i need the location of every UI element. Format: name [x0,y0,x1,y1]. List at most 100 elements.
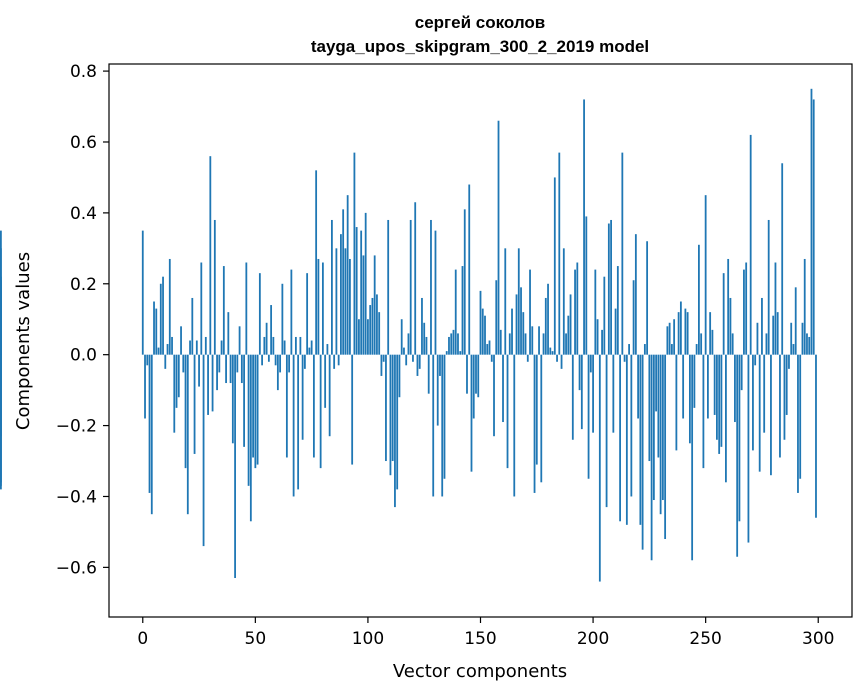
bar [517,248,520,355]
bar [716,354,718,440]
bar [198,354,200,387]
bar [144,354,146,419]
bar [788,354,790,369]
bar [583,99,585,355]
y-tick-label: 0.4 [70,204,97,224]
bar [457,333,459,355]
bar [511,308,513,355]
bar [794,287,797,355]
bar [515,294,518,355]
bar [661,354,664,501]
bar [436,354,439,426]
bar [761,297,763,355]
bar [743,269,745,355]
bar [234,354,236,579]
bar [808,336,811,355]
bar [247,354,250,486]
bar [551,351,554,355]
bar [754,354,757,366]
bar [481,308,484,355]
bar [709,312,712,355]
chart-title-line-2: tayga_upos_skipgram_300_2_2019 model [311,37,649,56]
bar [502,354,504,423]
bar [425,336,428,355]
bar [175,354,178,408]
bar [722,273,725,355]
bar [328,354,331,437]
bar [301,354,304,440]
x-tick-label: 250 [689,629,721,649]
bar [315,170,318,355]
bar [621,152,624,355]
bar [396,354,399,490]
bar [630,354,633,497]
bar [353,152,356,355]
bar [524,333,527,355]
bar [731,333,734,355]
bar [727,258,730,355]
bar [553,177,556,355]
bar [337,354,340,366]
bar [400,319,403,355]
bar [245,262,248,355]
bar [646,241,649,355]
bar [797,354,799,493]
bar [713,354,716,415]
bar [479,290,482,355]
bar [770,354,772,476]
bar [747,354,750,543]
bar [380,354,383,376]
bar [351,354,354,465]
bar [790,322,793,355]
bar [711,329,714,355]
bar [547,283,549,355]
bar [407,333,410,355]
bar [387,219,390,355]
bar [279,354,282,373]
bar [812,99,815,355]
bar [367,319,369,355]
bar [0,280,2,355]
bar [540,354,543,483]
bar [529,269,531,355]
bar [378,312,381,355]
bar [740,354,743,391]
bar [785,354,788,415]
bar [166,344,169,355]
bar [738,354,741,522]
bar [637,354,640,419]
bar [634,234,637,355]
bar [445,351,448,355]
plot-frame [108,63,853,618]
bar [312,354,315,458]
bar [227,312,230,355]
bar [504,248,507,355]
bar [267,354,270,362]
bar [414,202,417,355]
bar [668,322,671,355]
bar [781,163,784,355]
bar [385,354,387,462]
bar [270,305,273,355]
bar [625,354,628,525]
bar [376,294,378,355]
bar [486,344,489,355]
bar [362,255,365,355]
bar [450,333,453,355]
bar [756,322,759,355]
bar [734,354,736,423]
bar [222,266,225,355]
bar [182,354,185,373]
bar [776,312,779,355]
bar [729,297,732,355]
bar [783,354,786,440]
bar [677,312,680,355]
bar [369,305,372,355]
bar [216,354,218,391]
bar [513,354,516,497]
bar [213,219,216,355]
bar [544,297,547,355]
x-tick-label: 50 [245,629,267,649]
bar [686,312,689,355]
bar [468,184,471,355]
